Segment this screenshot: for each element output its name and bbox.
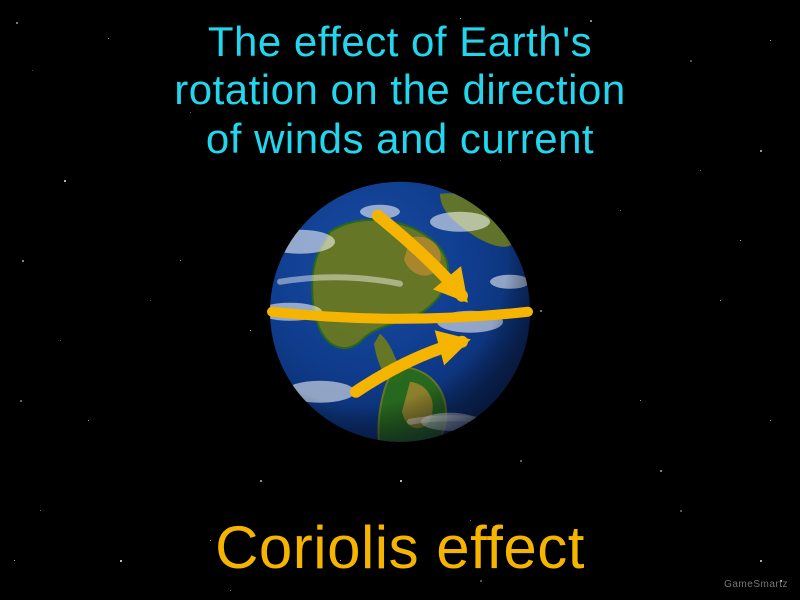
definition-text: The effect of Earth'srotation on the dir… [0, 18, 800, 163]
star [88, 420, 89, 421]
earth-diagram [260, 172, 540, 457]
credit-text: GameSmartz [724, 579, 788, 590]
star [230, 590, 231, 591]
definition-line: of winds and current [0, 115, 800, 163]
star [250, 330, 251, 331]
earth-svg [260, 172, 540, 452]
star [150, 300, 151, 301]
star [40, 510, 41, 511]
term-text: Coriolis effect [0, 513, 800, 582]
star [770, 420, 771, 421]
star [700, 170, 701, 171]
star [180, 260, 181, 261]
star [680, 510, 682, 512]
star [720, 300, 721, 301]
definition-line: The effect of Earth's [0, 18, 800, 66]
star [660, 470, 662, 472]
star [400, 480, 402, 482]
star [60, 340, 61, 341]
star [64, 180, 66, 182]
star [740, 240, 741, 241]
star [260, 480, 262, 482]
star [540, 310, 542, 312]
definition-line: rotation on the direction [0, 66, 800, 114]
star [22, 260, 24, 262]
star [20, 400, 22, 402]
star [520, 460, 522, 462]
star [620, 210, 621, 211]
star [640, 400, 641, 401]
